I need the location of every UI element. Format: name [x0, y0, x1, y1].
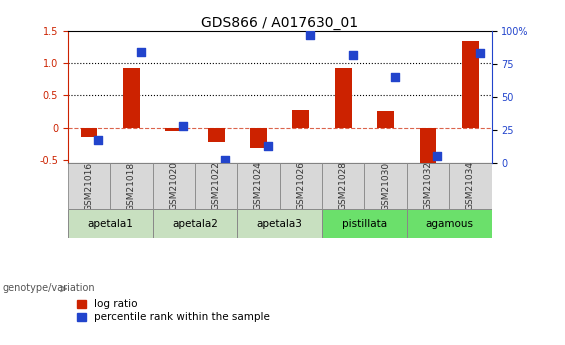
Point — [475, 51, 484, 56]
Text: GSM21016: GSM21016 — [85, 161, 93, 210]
Point — [263, 143, 272, 148]
Bar — [237, 163, 280, 209]
Text: apetala1: apetala1 — [87, 218, 133, 228]
Text: GSM21018: GSM21018 — [127, 161, 136, 210]
Bar — [407, 209, 492, 238]
Text: GSM21020: GSM21020 — [170, 161, 178, 210]
Bar — [81, 128, 98, 137]
Text: genotype/variation: genotype/variation — [3, 283, 95, 293]
Bar — [293, 109, 310, 128]
Bar — [322, 209, 407, 238]
Bar — [68, 209, 153, 238]
Point — [433, 154, 442, 159]
Bar — [250, 128, 267, 148]
Bar — [110, 163, 153, 209]
Text: GSM21032: GSM21032 — [424, 161, 432, 210]
Text: pistillata: pistillata — [342, 218, 387, 228]
Bar — [462, 41, 479, 128]
Bar — [68, 163, 110, 209]
Bar — [123, 68, 140, 128]
Bar — [280, 163, 322, 209]
Bar — [407, 163, 449, 209]
Bar — [377, 111, 394, 128]
Text: apetala3: apetala3 — [257, 218, 303, 228]
Point — [390, 75, 399, 80]
Title: GDS866 / A017630_01: GDS866 / A017630_01 — [201, 16, 358, 30]
Text: agamous: agamous — [425, 218, 473, 228]
Point — [348, 52, 357, 58]
Bar — [153, 163, 195, 209]
Bar — [419, 128, 436, 163]
Bar — [165, 128, 182, 131]
Text: GSM21030: GSM21030 — [381, 161, 390, 210]
Bar — [208, 128, 224, 142]
Bar — [449, 163, 492, 209]
Point — [94, 138, 103, 143]
Legend: log ratio, percentile rank within the sample: log ratio, percentile rank within the sa… — [73, 295, 274, 326]
Point — [221, 158, 230, 163]
Text: apetala2: apetala2 — [172, 218, 218, 228]
Text: GSM21024: GSM21024 — [254, 161, 263, 210]
Text: GSM21034: GSM21034 — [466, 161, 475, 210]
Bar — [334, 68, 351, 128]
Point — [136, 49, 145, 55]
Text: GSM21022: GSM21022 — [212, 161, 220, 210]
Text: GSM21028: GSM21028 — [339, 161, 347, 210]
Point — [179, 123, 188, 129]
Bar — [322, 163, 364, 209]
Text: GSM21026: GSM21026 — [297, 161, 305, 210]
Bar — [195, 163, 237, 209]
Bar — [237, 209, 322, 238]
Point — [306, 32, 315, 38]
Bar — [153, 209, 237, 238]
Bar — [364, 163, 407, 209]
